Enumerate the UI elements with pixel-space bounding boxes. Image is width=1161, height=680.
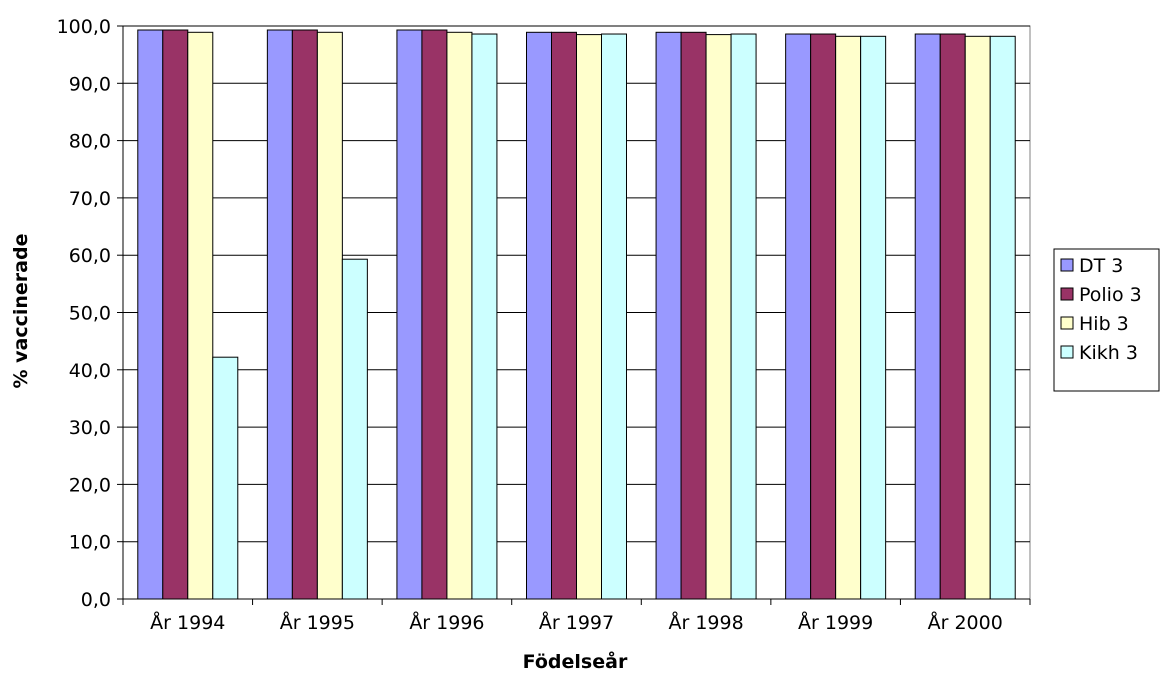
bar bbox=[137, 29, 164, 600]
bar bbox=[835, 35, 862, 600]
bar bbox=[551, 31, 577, 600]
y-tick-label: 20,0 bbox=[69, 474, 111, 496]
bar bbox=[266, 29, 293, 600]
bar bbox=[914, 33, 941, 600]
bar bbox=[601, 33, 627, 600]
x-axis-title: Födelseår bbox=[523, 649, 628, 673]
legend-label: Hib 3 bbox=[1079, 313, 1129, 335]
bar bbox=[187, 31, 214, 600]
legend: DT 3 Polio 3 Hib 3 Kikh 3 bbox=[1053, 248, 1160, 392]
legend-box bbox=[1053, 248, 1160, 392]
bar bbox=[655, 31, 682, 600]
legend-swatch bbox=[1060, 287, 1074, 301]
y-axis-title: % vaccinerade bbox=[10, 234, 32, 389]
bar bbox=[860, 35, 887, 600]
y-tick-label: 80,0 bbox=[69, 131, 111, 153]
legend-swatch bbox=[1060, 316, 1074, 330]
bar bbox=[526, 31, 552, 600]
bar bbox=[471, 33, 498, 600]
x-tick-label: År 1998 bbox=[668, 611, 743, 634]
y-tick-label: 10,0 bbox=[69, 532, 111, 554]
bar bbox=[316, 31, 343, 600]
bar bbox=[730, 33, 757, 600]
y-tick-label: 70,0 bbox=[69, 188, 111, 210]
y-tick-label: 30,0 bbox=[69, 417, 111, 439]
bar bbox=[396, 29, 423, 600]
bar bbox=[989, 35, 1016, 600]
bar bbox=[939, 33, 966, 600]
y-tick-label: 60,0 bbox=[69, 245, 111, 267]
bar bbox=[162, 29, 189, 600]
legend-label: Polio 3 bbox=[1079, 284, 1142, 306]
bar bbox=[810, 33, 837, 600]
y-tick-label: 100,0 bbox=[57, 16, 111, 38]
bar bbox=[212, 356, 239, 600]
bar bbox=[446, 31, 473, 600]
bar bbox=[291, 29, 318, 600]
bar bbox=[964, 35, 991, 600]
legend-swatch bbox=[1060, 345, 1074, 359]
bars bbox=[137, 29, 1016, 600]
x-tick-label: År 1996 bbox=[409, 611, 484, 634]
legend-swatch bbox=[1060, 258, 1074, 272]
y-tick-label: 0,0 bbox=[81, 589, 111, 611]
bar bbox=[341, 258, 368, 600]
x-tick-label: År 1995 bbox=[280, 611, 355, 634]
legend-label: DT 3 bbox=[1079, 255, 1123, 277]
x-tick-label: År 2000 bbox=[928, 611, 1003, 634]
legend-label: Kikh 3 bbox=[1079, 342, 1138, 364]
bar bbox=[705, 34, 732, 600]
y-tick-label: 40,0 bbox=[69, 360, 111, 382]
y-tick-label: 90,0 bbox=[69, 73, 111, 95]
bar bbox=[421, 29, 448, 600]
x-axis-ticks: År 1994 År 1995 År 1996 År 1997 År 1998 År 19… bbox=[122, 599, 1031, 634]
bar bbox=[785, 33, 812, 600]
bar bbox=[576, 34, 602, 600]
x-tick-label: År 1999 bbox=[798, 611, 873, 634]
y-tick-label: 50,0 bbox=[69, 303, 111, 325]
x-tick-label: År 1994 bbox=[150, 611, 225, 634]
x-tick-label: År 1997 bbox=[539, 611, 614, 634]
y-axis-ticks: 0,0 10,0 20,0 30,0 40,0 50,0 60,0 70,0 80,0 90,0 1… bbox=[57, 16, 123, 611]
bar bbox=[680, 31, 707, 600]
